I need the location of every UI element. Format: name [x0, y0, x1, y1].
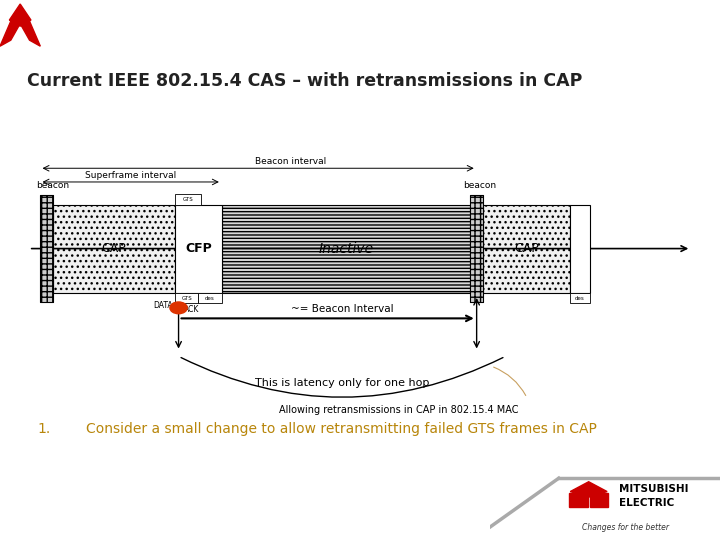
- Text: des: des: [575, 295, 585, 301]
- Bar: [175, 194, 201, 205]
- Text: CAP: CAP: [102, 242, 126, 255]
- Text: This is latency only for one hop: This is latency only for one hop: [255, 379, 429, 388]
- Text: ACK: ACK: [184, 305, 199, 314]
- Polygon shape: [0, 21, 22, 46]
- Text: Consider a small change to allow retransmitting failed GTS frames in CAP: Consider a small change to allow retrans…: [86, 422, 598, 436]
- Text: DATA: DATA: [153, 301, 173, 310]
- Bar: [175, 293, 198, 303]
- Polygon shape: [570, 482, 607, 497]
- Text: Inactive: Inactive: [318, 241, 374, 255]
- Text: Current IEEE 802.15.4 CAS – with retransmissions in CAP: Current IEEE 802.15.4 CAS – with retrans…: [27, 72, 582, 90]
- Text: Superframe interval: Superframe interval: [85, 171, 176, 180]
- Text: beacon: beacon: [463, 181, 496, 190]
- Bar: [40, 195, 53, 302]
- Bar: [198, 293, 222, 303]
- Bar: [222, 205, 470, 293]
- Bar: [470, 195, 483, 302]
- Polygon shape: [19, 21, 40, 46]
- Text: beacon: beacon: [36, 181, 69, 190]
- Text: CAP: CAP: [514, 242, 539, 255]
- Bar: [570, 293, 590, 303]
- Text: Changes for the better: Changes for the better: [582, 523, 669, 532]
- Polygon shape: [9, 4, 31, 26]
- Text: ELECTRIC: ELECTRIC: [618, 498, 674, 509]
- Text: GTS: GTS: [181, 295, 192, 301]
- Text: MITSUBISHI: MITSUBISHI: [618, 484, 688, 495]
- Bar: [470, 195, 483, 302]
- Polygon shape: [569, 492, 588, 507]
- Polygon shape: [590, 492, 608, 507]
- Text: ~= Beacon Interval: ~= Beacon Interval: [291, 305, 393, 314]
- Bar: [175, 205, 222, 293]
- Bar: [570, 205, 590, 293]
- Bar: [53, 205, 175, 293]
- Bar: [483, 205, 570, 293]
- Text: MITSUBISHI ELECTRIC RESEARCH LABORATORIES: MITSUBISHI ELECTRIC RESEARCH LABORATORIE…: [37, 18, 396, 32]
- Text: Beacon interval: Beacon interval: [256, 157, 326, 166]
- Text: 4: 4: [686, 18, 697, 32]
- Text: CFP: CFP: [185, 242, 212, 255]
- Text: Allowing retransmissions in CAP in 802.15.4 MAC: Allowing retransmissions in CAP in 802.1…: [279, 406, 518, 415]
- Text: 1.: 1.: [37, 422, 50, 436]
- Text: des: des: [205, 295, 215, 301]
- Circle shape: [170, 302, 187, 314]
- Text: GTS: GTS: [182, 197, 193, 201]
- Bar: [40, 195, 53, 302]
